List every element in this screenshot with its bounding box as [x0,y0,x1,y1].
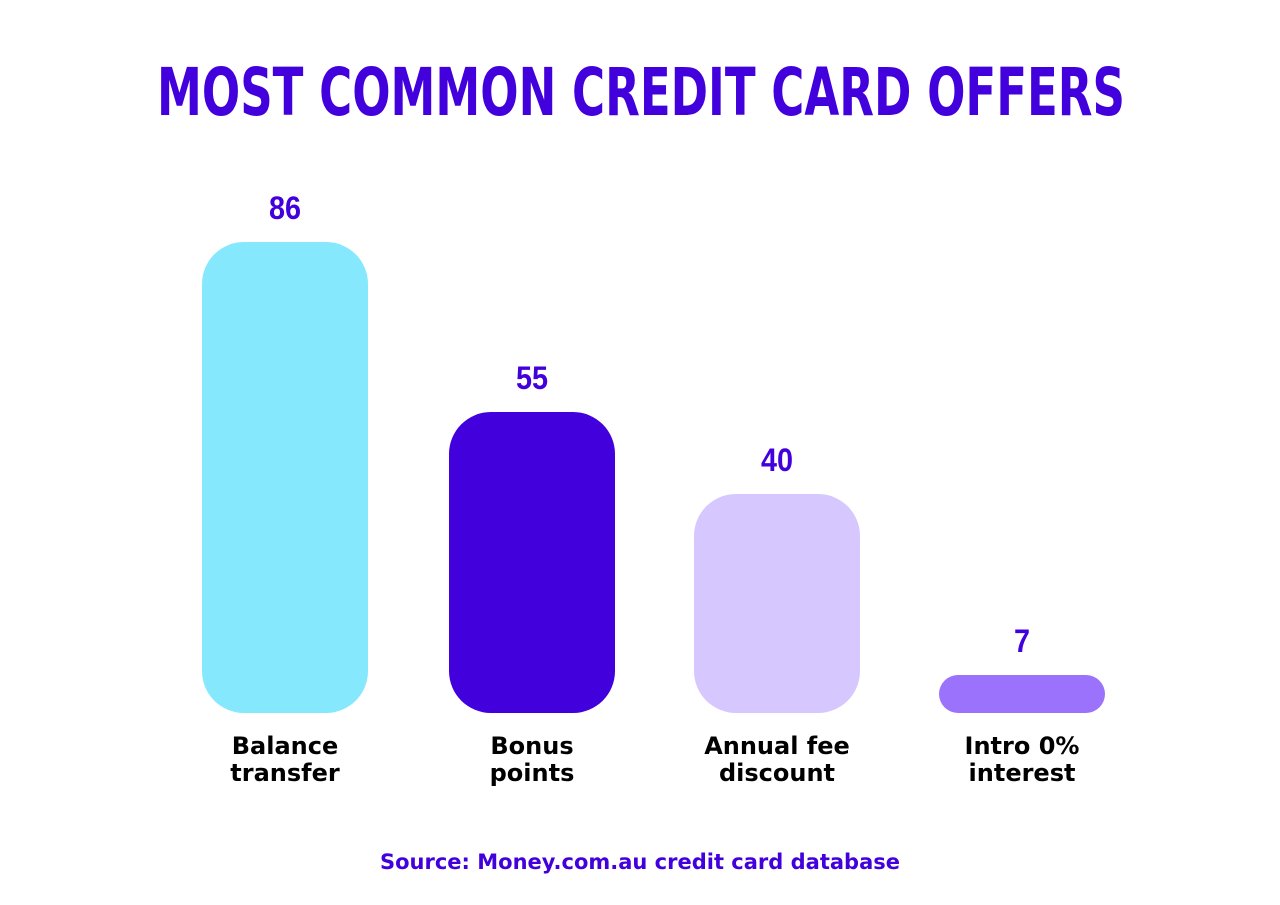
bar [202,242,368,713]
bar [449,411,615,713]
category-label: Balance transfer [230,732,340,787]
value-label: 55 [515,359,549,396]
value-label: 7 [1013,622,1031,659]
category-label: Annual fee discount [704,732,850,787]
category-label: Bonus points [489,732,575,787]
category-label: Intro 0% interest [964,732,1080,787]
chart-title: MOST COMMON CREDIT CARD OFFERS [157,54,1125,131]
bar [939,674,1105,713]
value-label: 40 [760,441,794,478]
value-label: 86 [268,190,302,226]
title-area: MOST COMMON CREDIT CARD OFFERS [157,54,1125,131]
source-note: Source: Money.com.au credit card databas… [380,850,900,874]
bar [694,493,860,713]
